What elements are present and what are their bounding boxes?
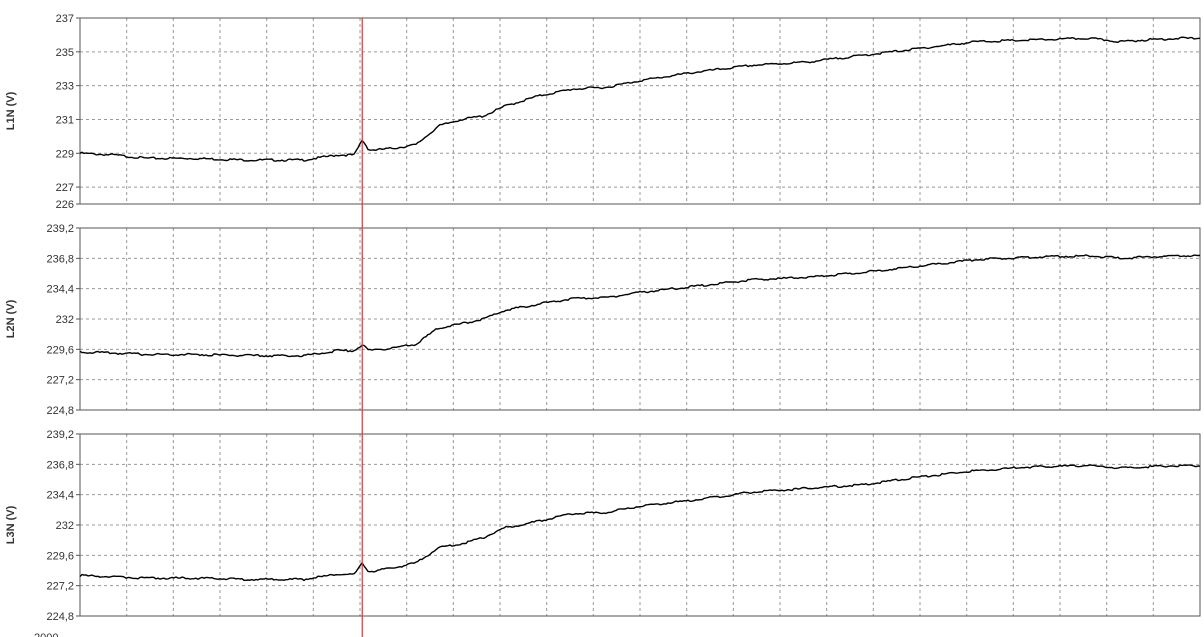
y-tick-label: 231 xyxy=(56,114,74,126)
y-tick-label: 234,4 xyxy=(46,490,74,502)
y-tick-label: 232 xyxy=(56,314,74,326)
y-tick-label: 227,2 xyxy=(46,581,74,593)
y-tick-label: 235 xyxy=(56,47,74,59)
plot-frame xyxy=(79,17,1201,205)
y-tick-label: 229 xyxy=(56,148,74,160)
plot-frame xyxy=(79,227,1201,411)
y-tick-label: 229,6 xyxy=(46,344,74,356)
y-axis-title: L1N (V) xyxy=(5,91,17,130)
y-axis-title: L3N (V) xyxy=(5,505,17,544)
chart-panel-3: 239,2 236,8 234,4 232 229,6 227,2 224,8 L3N (V) xyxy=(5,429,1201,623)
y-tick-label: 226 xyxy=(56,199,74,211)
y-tick-label: 224,8 xyxy=(46,611,74,623)
y-tick-label: 234,4 xyxy=(46,284,74,296)
y-tick-label: 239,2 xyxy=(46,223,74,235)
y-tick-label: 236,8 xyxy=(46,253,74,265)
y-tick-label: 232 xyxy=(56,520,74,532)
y-axis-title: L2N (V) xyxy=(5,299,17,338)
chart-panel-2: 239,2 236,8 234,4 232 229,6 227,2 224,8 L2N (V) xyxy=(5,223,1201,417)
y-tick-label: 229,6 xyxy=(46,550,74,562)
voltage-series-line xyxy=(79,36,1201,162)
chart-panel-1: 237 235 233 231 229 227 226 L1N (V) xyxy=(5,13,1201,211)
y-tick-label: 237 xyxy=(56,13,74,25)
y-tick-label: 239,2 xyxy=(46,429,74,441)
voltage-series-line xyxy=(79,464,1201,582)
y-tick-label: 236,8 xyxy=(46,459,74,471)
y-tick-label: 227 xyxy=(56,182,74,194)
y-tick-label: 227,2 xyxy=(46,375,74,387)
voltage-series-line xyxy=(79,254,1201,358)
y-tick-label: 224,8 xyxy=(46,405,74,417)
bottom-clipped-tick-label: 2000 xyxy=(34,632,58,637)
y-tick-label: 233 xyxy=(56,81,74,93)
plot-frame xyxy=(79,433,1201,617)
